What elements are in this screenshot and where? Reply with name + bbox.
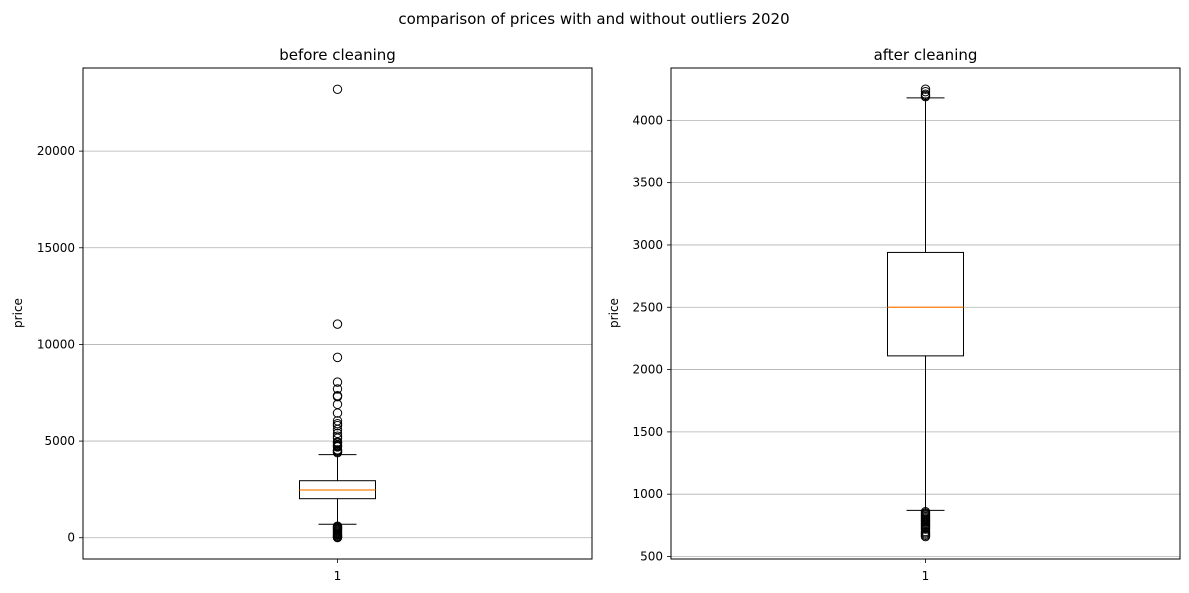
iqr-box (887, 251, 964, 357)
outlier-point (920, 524, 931, 534)
panel-title: before cleaning (279, 46, 396, 64)
panel-before-cleaning: before cleaning price 1 0 5000 10000 15000 2… (11, 46, 593, 583)
outlier-point (332, 84, 343, 94)
y-tick-label: 4000 (632, 113, 663, 127)
y-tick-label: 2500 (632, 300, 663, 314)
x-tick-label: 1 (922, 569, 930, 583)
figure-title: comparison of prices with and without ou… (398, 10, 789, 28)
outlier-point (332, 447, 343, 458)
y-tick-label: 1000 (632, 487, 663, 501)
outlier-point (332, 399, 343, 410)
outlier-point (332, 352, 343, 363)
x-tick-label: 1 (334, 569, 342, 583)
outlier-point (920, 86, 931, 97)
plot-frame (670, 67, 1181, 560)
outlier-point (920, 531, 931, 542)
y-tick-label: 20000 (37, 144, 75, 158)
outlier-point (332, 408, 343, 418)
y-tick-label: 3500 (632, 176, 663, 190)
panel-title: after cleaning (874, 46, 978, 64)
plot-frame (82, 67, 593, 560)
outlier-point (332, 319, 343, 329)
outlier-point (920, 91, 931, 102)
outlier-point (332, 442, 343, 452)
outlier-point (332, 391, 343, 402)
y-tick-label: 1500 (632, 425, 663, 439)
y-tick-label: 3000 (632, 238, 663, 252)
y-tick-label: 2000 (632, 363, 663, 377)
outlier-point (332, 532, 343, 543)
outlier-point (920, 84, 931, 94)
panel-after-cleaning: after cleaning price 1 500 1000 1500 2000 25… (607, 46, 1181, 583)
y-axis-label: price (11, 298, 25, 328)
y-tick-label: 500 (640, 550, 663, 564)
outlier-point (332, 377, 343, 387)
y-tick-label: 5000 (44, 434, 75, 448)
y-tick-label: 0 (67, 531, 75, 545)
y-axis-label: price (607, 298, 621, 328)
y-tick-label: 15000 (37, 241, 75, 255)
y-tick-label: 10000 (37, 337, 75, 351)
outlier-point (332, 420, 343, 431)
outlier-point (332, 384, 343, 394)
